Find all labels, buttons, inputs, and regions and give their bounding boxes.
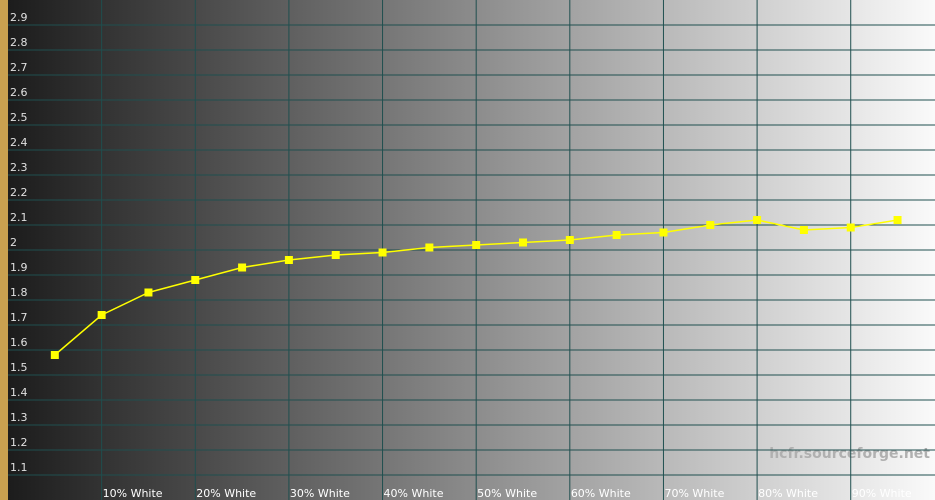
point <box>97 311 106 319</box>
x-tick-label: 60% White <box>571 487 631 500</box>
point <box>378 248 387 257</box>
point <box>799 226 808 234</box>
x-tick-label: 30% White <box>290 487 350 500</box>
y-tick-label: 1.3 <box>10 411 28 424</box>
point <box>612 231 621 239</box>
point <box>331 251 340 259</box>
point <box>238 263 247 272</box>
y-tick-label: 2.2 <box>10 186 28 199</box>
point <box>846 223 855 232</box>
point <box>425 243 434 252</box>
y-tick-label: 2.6 <box>10 86 28 99</box>
x-tick-label: 50% White <box>477 487 537 500</box>
y-tick-label: 1.7 <box>10 311 28 324</box>
y-tick-label: 2.3 <box>10 161 28 174</box>
point <box>565 236 574 244</box>
point <box>753 216 762 224</box>
y-tick-label: 1.6 <box>10 336 28 349</box>
y-tick-label: 2.8 <box>10 36 28 49</box>
x-tick-label: 90% White <box>852 487 912 500</box>
y-tick-label: 1.5 <box>10 361 28 374</box>
y-tick-label: 2.5 <box>10 111 28 124</box>
point <box>50 351 59 359</box>
point <box>659 228 668 237</box>
x-tick-label: 20% White <box>196 487 256 500</box>
point <box>284 256 293 264</box>
y-tick-label: 2.7 <box>10 61 28 74</box>
point <box>472 241 481 249</box>
point <box>706 221 715 229</box>
watermark: hcfr.sourceforge.net <box>769 446 930 462</box>
y-tick-label: 1.1 <box>10 461 28 474</box>
y-tick-label: 2 <box>10 236 17 249</box>
point <box>144 288 153 297</box>
x-tick-label: 40% White <box>384 487 444 500</box>
x-tick-label: 80% White <box>758 487 818 500</box>
y-tick-label: 1.2 <box>10 436 28 449</box>
point <box>191 276 200 284</box>
y-tick-label: 1.9 <box>10 261 28 274</box>
y-tick-label: 1.8 <box>10 286 28 299</box>
left-strip <box>0 0 8 500</box>
y-tick-label: 2.9 <box>10 11 28 24</box>
x-tick-label: 70% White <box>664 487 724 500</box>
point <box>893 216 902 224</box>
y-tick-label: 1.4 <box>10 386 28 399</box>
y-tick-label: 2.1 <box>10 211 28 224</box>
x-tick-label: 10% White <box>103 487 163 500</box>
y-tick-label: 2.4 <box>10 136 28 149</box>
point <box>519 238 527 247</box>
